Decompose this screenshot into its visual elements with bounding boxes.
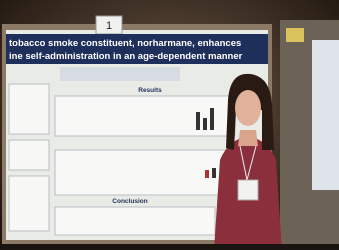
figure-bar [196,112,200,130]
section-heading: Results [138,87,162,94]
figure-bar [205,170,209,178]
side-note [286,28,304,42]
figure-bar [212,168,216,178]
panel [9,84,49,134]
panel [9,176,49,231]
panel [9,140,49,170]
photo: 1 tobacco smoke constituent, norharmane,… [0,0,339,250]
title-line: ine self-administration in an age-depend… [9,51,243,62]
side-poster [312,40,339,190]
poster-number: 1 [106,20,112,32]
face [235,90,261,126]
panel [55,96,235,136]
panel [55,207,215,235]
badge [238,180,258,200]
figure-bar [203,118,207,130]
authors-block [60,67,180,81]
page: 1 tobacco smoke constituent, norharmane,… [0,0,339,250]
figure-bar [210,108,214,130]
floor [0,244,339,250]
section-heading: Conclusion [112,198,147,205]
title-line: tobacco smoke constituent, norharmane, e… [9,38,241,49]
neck [238,130,258,146]
